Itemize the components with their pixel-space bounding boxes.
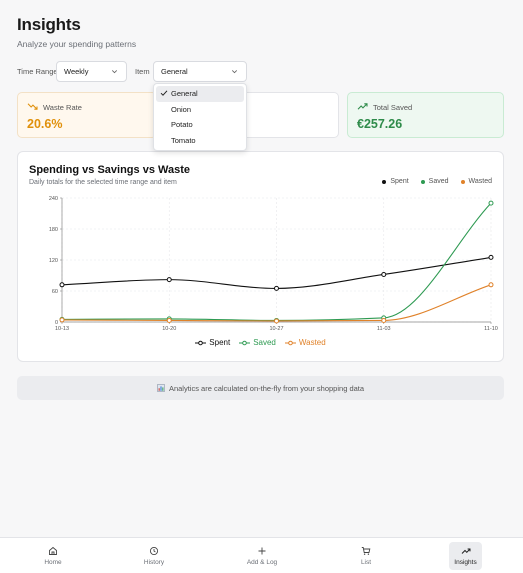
data-point-wasted [274,318,279,324]
x-tick-label: 11-10 [484,326,498,332]
time-range-select[interactable]: Weekly [56,61,127,82]
dropdown-option-label: Potato [171,120,193,130]
data-point-wasted [59,317,65,323]
trending-down-icon [27,103,38,110]
data-point-saved [488,200,494,206]
page-title: Insights [17,15,81,34]
legend-spent-dot [382,179,387,184]
item-select[interactable]: General [153,61,247,82]
legend-bottom-spent-label: Spent [209,338,231,347]
info-text: Analytics are calculated on-the-fly from… [168,383,365,393]
data-point-spent [488,254,494,260]
nav-add-log-label: Add & Log [246,559,278,566]
bottom-nav: Home History Add & Log List Insights [0,537,523,573]
page-subtitle: Analyze your spending patterns [17,39,137,49]
legend-saved-dot [420,179,425,184]
legend-bottom-saved[interactable]: Saved [239,338,276,347]
legend-saved-label: Saved [428,178,449,185]
legend-line-marker [239,340,251,345]
total-saved-label: Total Saved [373,103,413,112]
chart-legend-bottom: Spent Saved Wasted [18,338,503,347]
cart-icon [361,547,371,555]
y-tick-label: 0 [55,320,58,326]
dropdown-option-general[interactable]: General [156,86,244,102]
nav-history[interactable]: History [124,542,184,570]
x-tick-label: 10-13 [55,326,69,332]
dropdown-option-label: Onion [171,104,192,114]
item-value: General [161,67,188,76]
dropdown-option-label: General [171,89,198,99]
item-label: Item [135,67,150,76]
chart-legend-top: Spent Saved Wasted [382,178,492,185]
data-point-spent [166,277,172,283]
dropdown-option-tomato[interactable]: Tomato [156,133,244,149]
nav-home-label: Home [44,559,62,566]
chevron-down-icon [111,70,118,74]
chevron-down-icon [231,70,238,74]
item-dropdown-menu: General Onion Potato Tomato [153,83,247,151]
legend-bottom-wasted[interactable]: Wasted [284,338,326,347]
x-tick-label: 11-03 [377,326,391,332]
check-icon [160,90,168,96]
info-banner: Analytics are calculated on-the-fly from… [17,376,504,400]
legend-wasted[interactable]: Wasted [460,178,492,185]
trending-up-icon [357,103,368,110]
nav-add-log[interactable]: Add & Log [232,542,292,570]
nav-insights-label: Insights [454,559,477,566]
dropdown-option-potato[interactable]: Potato [156,117,244,133]
trend-icon [461,548,470,554]
data-point-wasted [488,282,494,288]
dropdown-option-onion[interactable]: Onion [156,102,244,118]
x-tick-label: 10-20 [162,326,176,332]
nav-list-label: List [360,559,372,566]
history-icon [149,546,159,556]
legend-wasted-dot [460,179,465,184]
chart-subtitle: Daily totals for the selected time range… [29,179,177,186]
chart-card: 0 60 120 180 240 10-13 10-20 10-27 11-03 11-10 Sp… [17,151,504,362]
dropdown-option-label: Tomato [171,135,196,145]
y-tick-label: 240 [49,196,58,202]
nav-list[interactable]: List [336,542,396,570]
total-saved-card: Total Saved €257.26 [347,92,504,138]
nav-history-label: History [143,559,165,566]
y-tick-label: 120 [49,258,58,264]
y-tick-label: 60 [52,289,58,295]
legend-saved[interactable]: Saved [420,178,449,185]
time-range-value: Weekly [64,67,89,76]
waste-rate-card: Waste Rate 20.6% [17,92,157,138]
y-tick-label: 180 [49,227,58,233]
waste-rate-label: Waste Rate [43,103,82,112]
legend-spent-label: Spent [390,178,409,185]
data-point-wasted [166,317,172,323]
data-point-spent [59,282,65,288]
bar-chart-icon [157,384,165,392]
total-saved-value: €257.26 [357,117,403,131]
legend-wasted-label: Wasted [468,178,492,185]
plus-icon [258,547,266,555]
waste-rate-value: 20.6% [27,117,63,131]
data-point-spent [274,285,279,291]
data-point-wasted [381,317,387,323]
legend-spent[interactable]: Spent [382,178,409,185]
chart-title: Spending vs Savings vs Waste [29,164,190,176]
nav-home[interactable]: Home [23,542,83,570]
chart-plot: 0 60 120 180 240 10-13 10-20 10-27 11-03 11-10 [49,196,498,332]
legend-line-marker [284,340,296,345]
legend-line-marker [195,340,207,345]
nav-insights[interactable]: Insights [449,542,482,570]
x-tick-label: 10-27 [269,326,283,332]
home-icon [49,546,57,555]
legend-bottom-saved-label: Saved [253,338,276,347]
legend-bottom-wasted-label: Wasted [298,338,326,347]
data-point-spent [381,271,387,277]
time-range-label: Time Range [17,67,58,76]
legend-bottom-spent[interactable]: Spent [195,338,230,347]
